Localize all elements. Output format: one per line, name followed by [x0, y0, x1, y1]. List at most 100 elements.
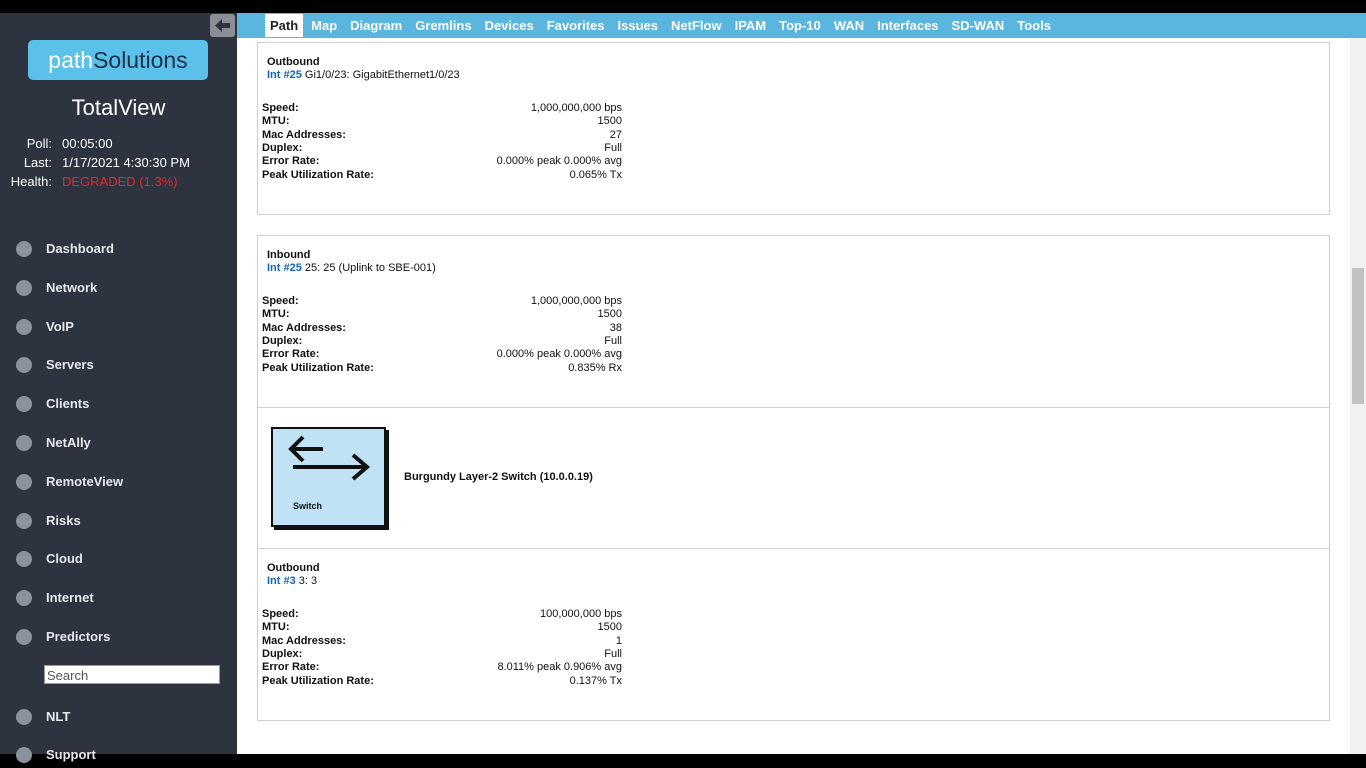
nav-label: NLT	[46, 709, 71, 724]
nav-item[interactable]: NetAlly	[0, 428, 237, 458]
field-value: 8.011% peak 0.906% avg	[497, 661, 622, 674]
nav-item[interactable]: Internet	[0, 583, 237, 613]
interface-name: 3: 3	[298, 575, 318, 587]
nav-item[interactable]: Cloud	[0, 544, 237, 574]
interface-name: 25: 25 (Uplink to SBE-001)	[304, 262, 436, 274]
direction: Outbound	[267, 562, 320, 574]
icon-shape	[16, 473, 32, 490]
status-value: 1/17/2021 4:30:30 PM	[62, 155, 190, 170]
field-label: Duplex:	[262, 334, 303, 347]
nav-item[interactable]: VoIP	[0, 312, 237, 342]
tab[interactable]: Favorites	[546, 18, 605, 33]
arrow	[288, 435, 323, 463]
device-row	[257, 407, 1330, 549]
interface-line: Int #3 3: 3	[267, 575, 317, 587]
field-label: Error Rate:	[262, 155, 320, 168]
nav-item[interactable]: Dashboard	[0, 234, 237, 264]
nav-label: VoIP	[46, 318, 74, 334]
field-value: 1500	[597, 621, 622, 634]
nav-icon	[16, 318, 32, 335]
tab[interactable]: Top-10	[779, 18, 821, 33]
interface-name: Gi1/0/23: GigabitEthernet1/0/23	[304, 69, 460, 81]
field-value: 0.065% Tx	[569, 168, 622, 181]
sidebar: pathSolutions TotalView Poll: 00:05:00 Last:…	[0, 13, 237, 763]
nav-item[interactable]: Predictors	[0, 622, 237, 652]
nav-label: Clients	[46, 396, 90, 412]
device-name: Burgundy Layer-2 Switch (10.0.0.19)	[404, 471, 593, 483]
nav-item[interactable]: RemoteView	[0, 467, 237, 497]
tab[interactable]: Path	[265, 14, 304, 37]
field-value: 1500	[597, 115, 622, 128]
nav-label: Internet	[46, 590, 94, 606]
interface-panel	[257, 235, 1330, 408]
field-label: Error Rate:	[262, 661, 320, 674]
icon-shape	[16, 709, 32, 725]
interface-panel	[257, 548, 1330, 721]
nav-icon	[16, 629, 32, 645]
direction: Inbound	[267, 249, 311, 261]
nav-item[interactable]: NLT	[0, 702, 237, 732]
field-value: 100,000,000 bps	[540, 608, 622, 620]
interface-link[interactable]: Int #25	[267, 262, 302, 274]
nav-item[interactable]: Network	[0, 273, 237, 303]
icon-shape	[16, 747, 32, 763]
interface-line: Int #25 25: 25 (Uplink to SBE-001)	[267, 262, 436, 274]
icon-shape	[16, 629, 32, 645]
nav-label: Support	[46, 747, 96, 762]
logo: pathSolutions	[28, 40, 208, 80]
field-label: Peak Utilization Rate:	[262, 361, 374, 374]
tab[interactable]: WAN	[833, 18, 865, 33]
nav-label: Predictors	[46, 629, 111, 644]
nav-icon	[16, 396, 32, 413]
field-value: 0.000% peak 0.000% avg	[496, 155, 622, 168]
nav-label: RemoteView	[46, 473, 124, 489]
field-value: 1	[615, 634, 622, 647]
field-label: Peak Utilization Rate:	[262, 674, 374, 687]
icon-shape	[16, 512, 32, 529]
nav-label: Network	[46, 279, 98, 295]
tab[interactable]: NetFlow	[671, 18, 722, 33]
nav-icon	[16, 241, 32, 257]
field-value: 27	[609, 128, 622, 141]
nav-item[interactable]: Risks	[0, 506, 237, 536]
search-input[interactable]: Search	[44, 665, 220, 684]
collapse-button[interactable]	[210, 14, 235, 37]
tab-bar: Path Map Diagram Gremlins Devices Favorites Is…	[237, 13, 1366, 38]
interface-link[interactable]: Int #3	[267, 575, 296, 587]
field-value: 0.835% Rx	[568, 361, 622, 374]
tab[interactable]: Issues	[617, 18, 659, 33]
nav-item[interactable]: Servers	[0, 350, 237, 380]
direction: Outbound	[267, 56, 320, 68]
field-label: MTU:	[262, 115, 290, 128]
tab[interactable]: Interfaces	[877, 18, 939, 33]
interface-link[interactable]: Int #25	[267, 69, 302, 81]
nav-item[interactable]: Clients	[0, 389, 237, 419]
status-label: Poll:	[26, 136, 52, 151]
logo-path: path	[48, 47, 94, 73]
icon-shape	[16, 590, 32, 607]
nav-icon	[16, 279, 32, 296]
tab[interactable]: SD-WAN	[951, 18, 1005, 33]
top-strip	[0, 0, 1366, 13]
nav-icon	[16, 473, 32, 490]
field-value: 0.000% peak 0.000% avg	[496, 348, 622, 361]
tab[interactable]: Gremlins	[415, 18, 472, 33]
scrollbar[interactable]	[1350, 38, 1366, 754]
field-label: Error Rate:	[262, 348, 320, 361]
field-value: 38	[609, 321, 622, 334]
field-label: MTU:	[262, 621, 290, 634]
nav-icon	[16, 512, 32, 529]
logo-solutions: Solutions	[93, 47, 188, 73]
tab[interactable]: Diagram	[350, 18, 403, 33]
tab[interactable]: Tools	[1017, 18, 1051, 33]
tab[interactable]: Map	[311, 18, 338, 33]
tab[interactable]: IPAM	[734, 18, 767, 33]
bottom-strip	[0, 754, 1366, 768]
nav-icon	[16, 590, 32, 607]
nav-icon	[16, 551, 32, 568]
icon-shape	[16, 241, 32, 257]
tab[interactable]: Devices	[484, 18, 534, 33]
nav-item[interactable]: Support	[0, 740, 237, 768]
field-label: Mac Addresses:	[262, 128, 346, 141]
